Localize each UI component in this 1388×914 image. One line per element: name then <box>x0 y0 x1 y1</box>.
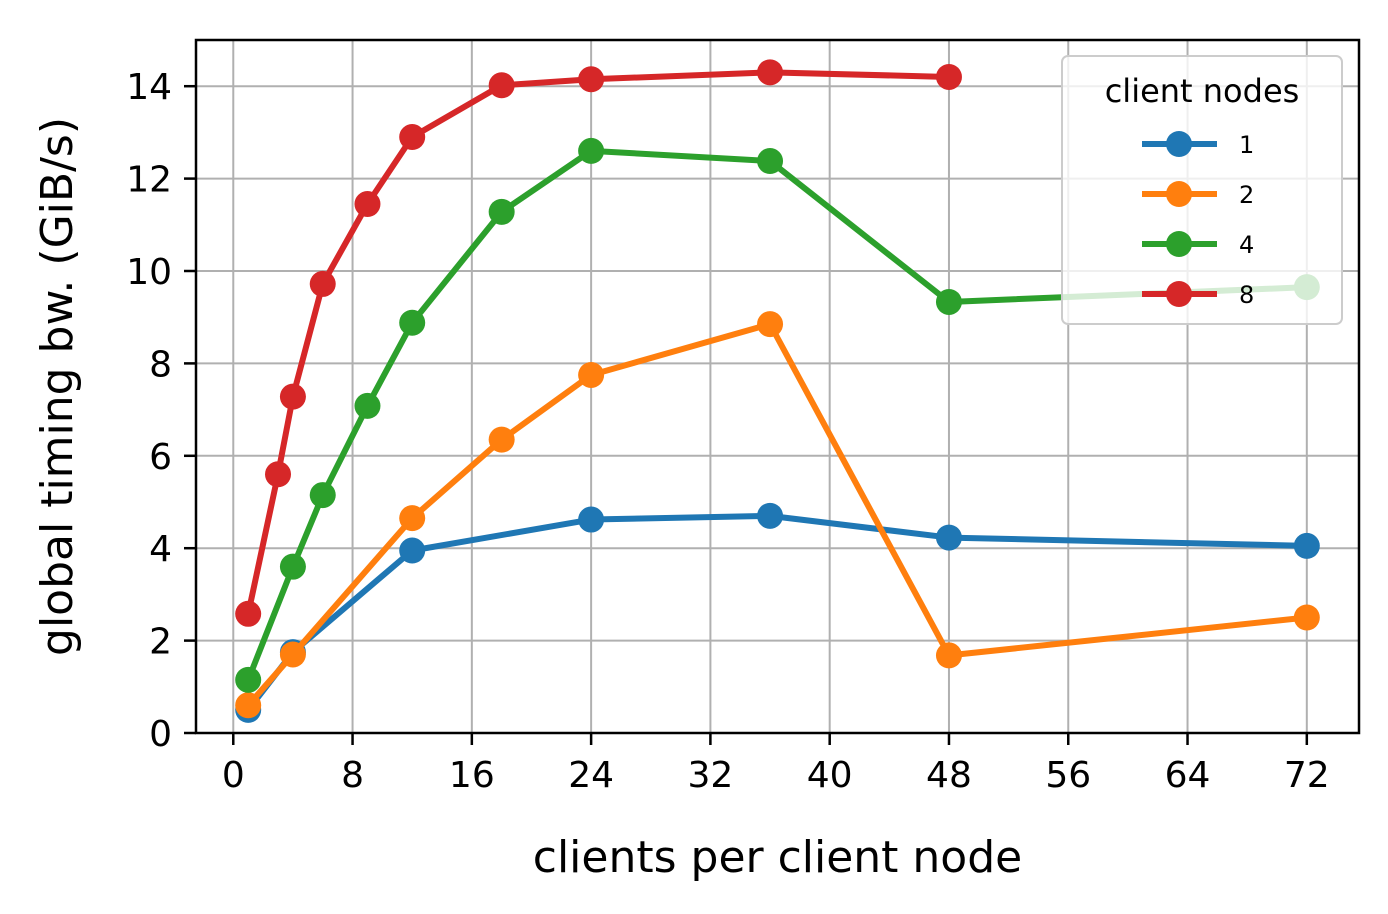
y-tick-label-5: 10 <box>126 252 172 293</box>
x-tick-label-6: 48 <box>926 755 972 796</box>
y-tick-label-1: 2 <box>149 622 172 663</box>
data-point-4-0 <box>235 666 262 693</box>
legend-swatch-marker-4 <box>1166 231 1192 257</box>
data-point-1-3 <box>578 506 605 533</box>
data-point-4-3 <box>354 392 381 419</box>
x-tick-label-0: 0 <box>222 755 245 796</box>
y-axis-label: global timing bw. (GiB/s) <box>32 117 83 656</box>
legend-swatch-marker-8 <box>1166 281 1192 307</box>
x-tick-label-8: 64 <box>1165 755 1211 796</box>
data-point-2-5 <box>757 311 784 338</box>
legend-label-4: 4 <box>1239 231 1254 259</box>
data-point-4-8 <box>935 288 962 315</box>
data-point-8-5 <box>399 124 426 151</box>
data-point-8-6 <box>488 72 515 99</box>
series-line-2 <box>245 321 1308 708</box>
legend-item-1: 1 <box>1142 131 1254 159</box>
y-tick-label-4: 8 <box>149 344 172 385</box>
legend-title: client nodes <box>1105 72 1300 110</box>
data-point-8-8 <box>757 59 784 86</box>
x-tick-label-4: 32 <box>687 755 733 796</box>
legend-item-4: 4 <box>1142 231 1254 259</box>
legend-label-1: 1 <box>1239 131 1254 159</box>
data-point-4-1 <box>279 553 306 580</box>
data-point-8-2 <box>279 383 306 410</box>
data-point-2-0 <box>235 692 262 719</box>
data-point-4-6 <box>578 137 605 164</box>
x-tick-label-7: 56 <box>1045 755 1091 796</box>
data-point-1-4 <box>757 502 784 529</box>
data-point-8-1 <box>265 461 292 488</box>
data-point-8-9 <box>935 63 962 90</box>
series-2 <box>235 311 1320 719</box>
data-point-8-3 <box>309 270 336 297</box>
data-point-8-0 <box>235 600 262 627</box>
data-point-2-1 <box>279 641 306 668</box>
x-tick-label-1: 8 <box>341 755 364 796</box>
y-tick-label-7: 14 <box>126 67 172 108</box>
legend-swatch-marker-2 <box>1166 181 1192 207</box>
plot-frame <box>194 38 1361 735</box>
legend-item-8: 8 <box>1142 281 1254 309</box>
data-point-1-5 <box>935 524 962 551</box>
data-point-2-4 <box>578 361 605 388</box>
x-tick-label-5: 40 <box>807 755 853 796</box>
x-tick-label-3: 24 <box>568 755 614 796</box>
x-tick-label-2: 16 <box>449 755 495 796</box>
legend-item-2: 2 <box>1142 181 1254 209</box>
y-tick-label-3: 6 <box>149 437 172 478</box>
data-point-1-6 <box>1293 532 1320 559</box>
series-line-8 <box>245 69 950 615</box>
data-point-2-2 <box>399 505 426 532</box>
x-tick-label-9: 72 <box>1284 755 1330 796</box>
series-8 <box>235 59 962 627</box>
data-point-4-7 <box>757 148 784 175</box>
y-tick-label-0: 0 <box>149 714 172 755</box>
y-tick-label-2: 4 <box>149 529 172 570</box>
data-point-4-5 <box>488 198 515 225</box>
series-layer <box>235 59 1320 723</box>
data-point-2-7 <box>1293 604 1320 631</box>
data-point-1-2 <box>399 537 426 564</box>
data-point-4-2 <box>309 482 336 509</box>
data-point-4-4 <box>399 309 426 336</box>
data-point-2-6 <box>935 642 962 669</box>
legend-label-8: 8 <box>1239 281 1254 309</box>
data-point-8-7 <box>578 66 605 93</box>
legend: client nodes 1 2 4 8 <box>1061 55 1343 325</box>
series-line-4 <box>245 147 1307 681</box>
data-point-2-3 <box>488 426 515 453</box>
legend-box <box>1061 55 1343 325</box>
legend-label-2: 2 <box>1239 181 1254 209</box>
y-tick-label-6: 12 <box>126 160 172 201</box>
legend-swatch-marker-1 <box>1166 131 1192 157</box>
data-point-8-4 <box>354 191 381 218</box>
x-axis-label: clients per client node <box>533 832 1022 883</box>
